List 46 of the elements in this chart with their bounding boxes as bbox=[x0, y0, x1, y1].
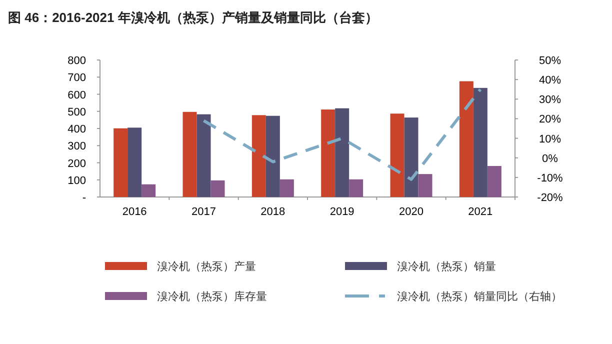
y-tick-label: 500 bbox=[68, 106, 86, 118]
bar bbox=[252, 115, 266, 197]
x-tick-label: 2016 bbox=[122, 206, 147, 218]
legend-label: 溴冷机（热泵）产量 bbox=[157, 260, 256, 273]
legend-label: 溴冷机（热泵）库存量 bbox=[157, 290, 267, 303]
legend-label: 溴冷机（热泵）销量同比（右轴） bbox=[397, 290, 562, 303]
x-tick-label: 2020 bbox=[399, 206, 424, 218]
bar bbox=[266, 116, 280, 197]
bar bbox=[349, 179, 364, 197]
x-tick-label: 2021 bbox=[468, 206, 493, 218]
bar bbox=[404, 118, 418, 197]
x-tick-label: 2019 bbox=[330, 206, 354, 218]
y-tick-label: 400 bbox=[68, 124, 86, 136]
bar bbox=[390, 114, 404, 197]
chart-title: 图 46：2016-2021 年溴冷机（热泵）产销量及销量同比（台套） bbox=[8, 10, 378, 25]
y2-tick-label: 30% bbox=[538, 94, 562, 106]
x-tick-label: 2017 bbox=[192, 206, 216, 218]
y2-tick-label: 20% bbox=[538, 114, 562, 126]
legend-label: 溴冷机（热泵）销量 bbox=[397, 261, 496, 273]
bar bbox=[335, 108, 350, 197]
y-tick-label: 100 bbox=[68, 174, 86, 187]
bar bbox=[128, 128, 142, 197]
bar bbox=[280, 179, 294, 197]
y2-tick-label: -20% bbox=[537, 192, 564, 204]
bar bbox=[459, 81, 474, 197]
y2-tick-label: 50% bbox=[538, 55, 562, 67]
bar bbox=[196, 114, 211, 197]
y2-tick-label: -10% bbox=[537, 172, 564, 184]
y-tick-label: 700 bbox=[68, 72, 86, 84]
y2-tick-label: 40% bbox=[538, 74, 562, 87]
y-tick-label: 600 bbox=[68, 89, 86, 102]
y-tick-label: 800 bbox=[68, 55, 86, 67]
y-tick-label: - bbox=[82, 192, 86, 204]
bar bbox=[114, 128, 128, 197]
bar bbox=[473, 88, 488, 197]
bar bbox=[418, 174, 432, 197]
y-tick-label: 200 bbox=[68, 158, 86, 170]
bar bbox=[142, 184, 156, 197]
bar bbox=[182, 112, 197, 197]
y2-tick-label: 10% bbox=[538, 133, 562, 146]
y-tick-label: 300 bbox=[68, 140, 86, 153]
x-tick-label: 2018 bbox=[260, 206, 286, 218]
bar bbox=[487, 166, 502, 197]
y2-tick-label: 0% bbox=[542, 152, 558, 165]
bar bbox=[321, 109, 336, 197]
bar bbox=[210, 180, 225, 197]
